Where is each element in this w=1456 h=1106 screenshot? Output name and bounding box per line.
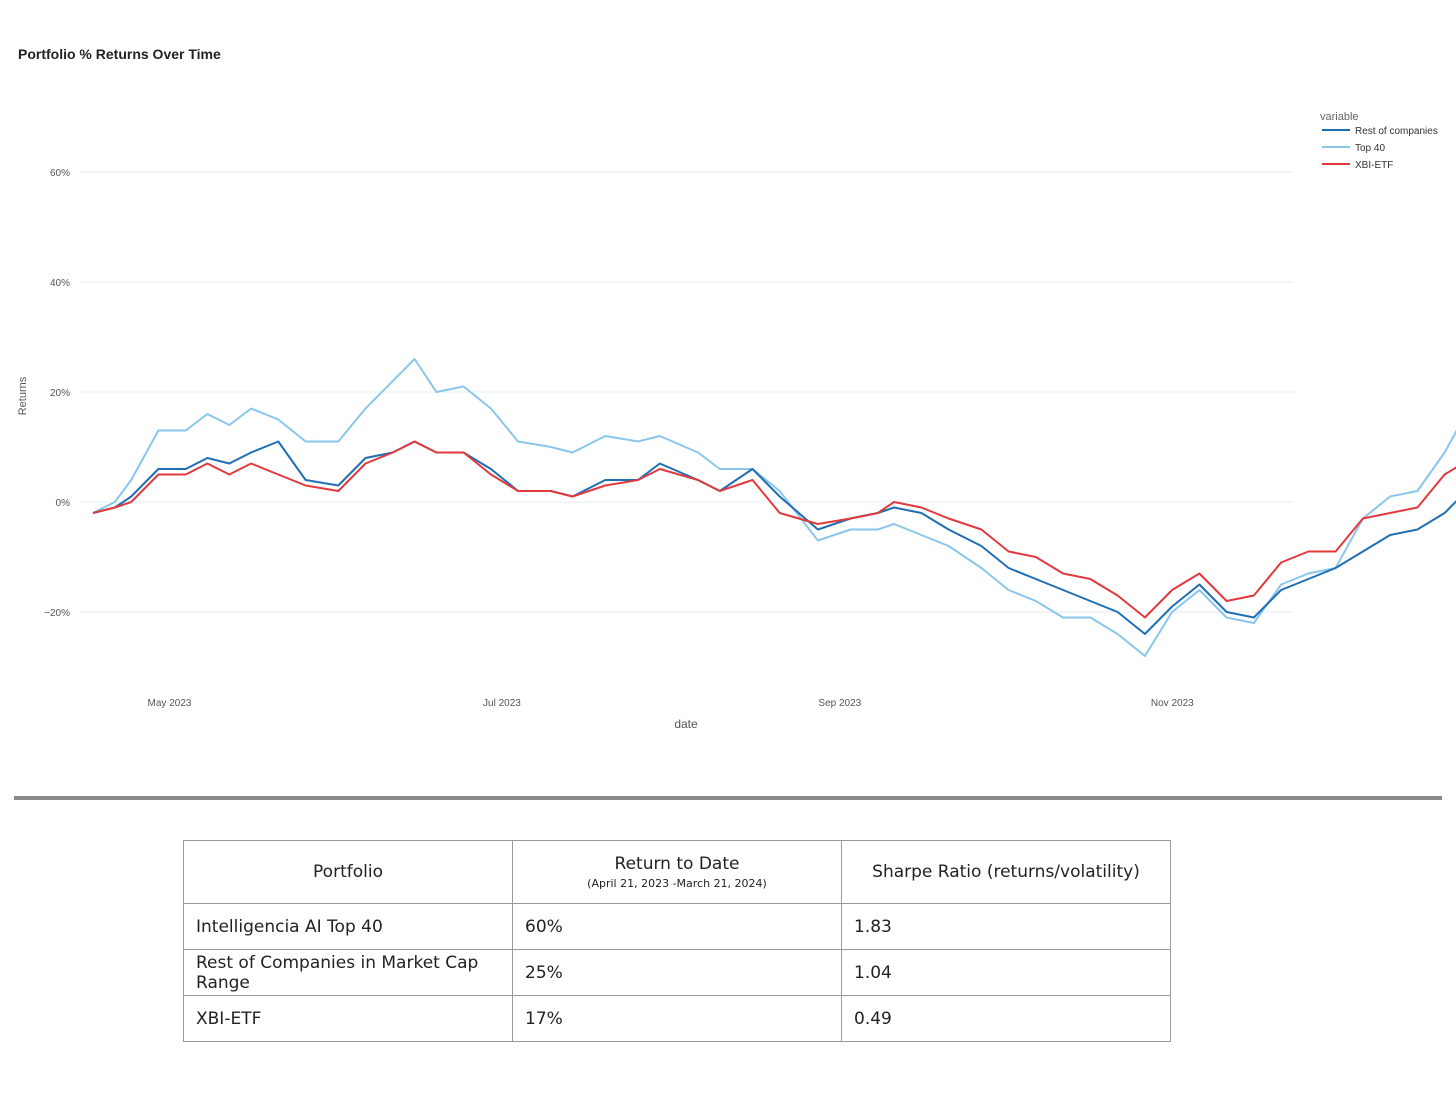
table-row: Intelligencia AI Top 40 60% 1.83 xyxy=(183,903,1171,950)
cell-return: 17% xyxy=(512,995,842,1042)
returns-line-chart: −20% 0% 20% 40% 60% May 2023 Jul 2023 Sep 2023… xyxy=(17,111,1456,731)
section-divider xyxy=(14,796,1442,800)
series-line-top-40 xyxy=(92,358,1456,657)
y-axis-title: Returns xyxy=(17,376,29,415)
y-tick-label: 0% xyxy=(56,498,71,509)
gridlines xyxy=(80,171,1294,613)
x-tick-label: Nov 2023 xyxy=(1151,698,1194,709)
cell-sharpe: 1.83 xyxy=(841,903,1171,950)
returns-summary-table: Portfolio Return to Date (April 21, 2023… xyxy=(183,840,1171,1042)
x-tick-label: Jul 2023 xyxy=(483,698,521,709)
chart-title: Portfolio % Returns Over Time xyxy=(18,46,221,62)
header-return-label: Return to Date xyxy=(614,854,740,874)
y-tick-label: 20% xyxy=(50,388,70,399)
table-header-row: Portfolio Return to Date (April 21, 2023… xyxy=(183,840,1171,904)
series-line-xbi-etf xyxy=(92,440,1456,619)
y-tick-label: −20% xyxy=(44,608,70,619)
cell-portfolio: Rest of Companies in Market Cap Range xyxy=(183,949,513,996)
cell-portfolio: Intelligencia AI Top 40 xyxy=(183,903,513,950)
header-portfolio: Portfolio xyxy=(183,840,513,904)
cell-sharpe: 1.04 xyxy=(841,949,1171,996)
legend-label: Top 40 xyxy=(1355,143,1385,154)
cell-return: 25% xyxy=(512,949,842,996)
legend-label: XBI-ETF xyxy=(1355,160,1393,171)
y-tick-label: 60% xyxy=(50,168,70,179)
x-tick-label: Sep 2023 xyxy=(818,698,861,709)
legend-label: Rest of companies xyxy=(1355,126,1438,137)
y-tick-label: 40% xyxy=(50,278,70,289)
header-return-date-range: (April 21, 2023 -March 21, 2024) xyxy=(587,877,767,890)
x-tick-label: May 2023 xyxy=(148,698,192,709)
cell-portfolio: XBI-ETF xyxy=(183,995,513,1042)
series-lines xyxy=(92,358,1456,657)
cell-return: 60% xyxy=(512,903,842,950)
table-row: Rest of Companies in Market Cap Range 25… xyxy=(183,949,1171,996)
x-axis-title: date xyxy=(674,717,698,731)
legend-title: variable xyxy=(1320,111,1359,123)
table-row: XBI-ETF 17% 0.49 xyxy=(183,995,1171,1042)
series-line-rest-of-companies xyxy=(92,440,1456,635)
legend: variable Rest of companies Top 40 XBI-ETF xyxy=(1320,111,1438,171)
header-return-to-date: Return to Date (April 21, 2023 -March 21… xyxy=(512,840,842,904)
cell-sharpe: 0.49 xyxy=(841,995,1171,1042)
y-axis-ticks: −20% 0% 20% 40% 60% xyxy=(44,168,70,619)
header-sharpe-ratio: Sharpe Ratio (returns/volatility) xyxy=(841,840,1171,904)
